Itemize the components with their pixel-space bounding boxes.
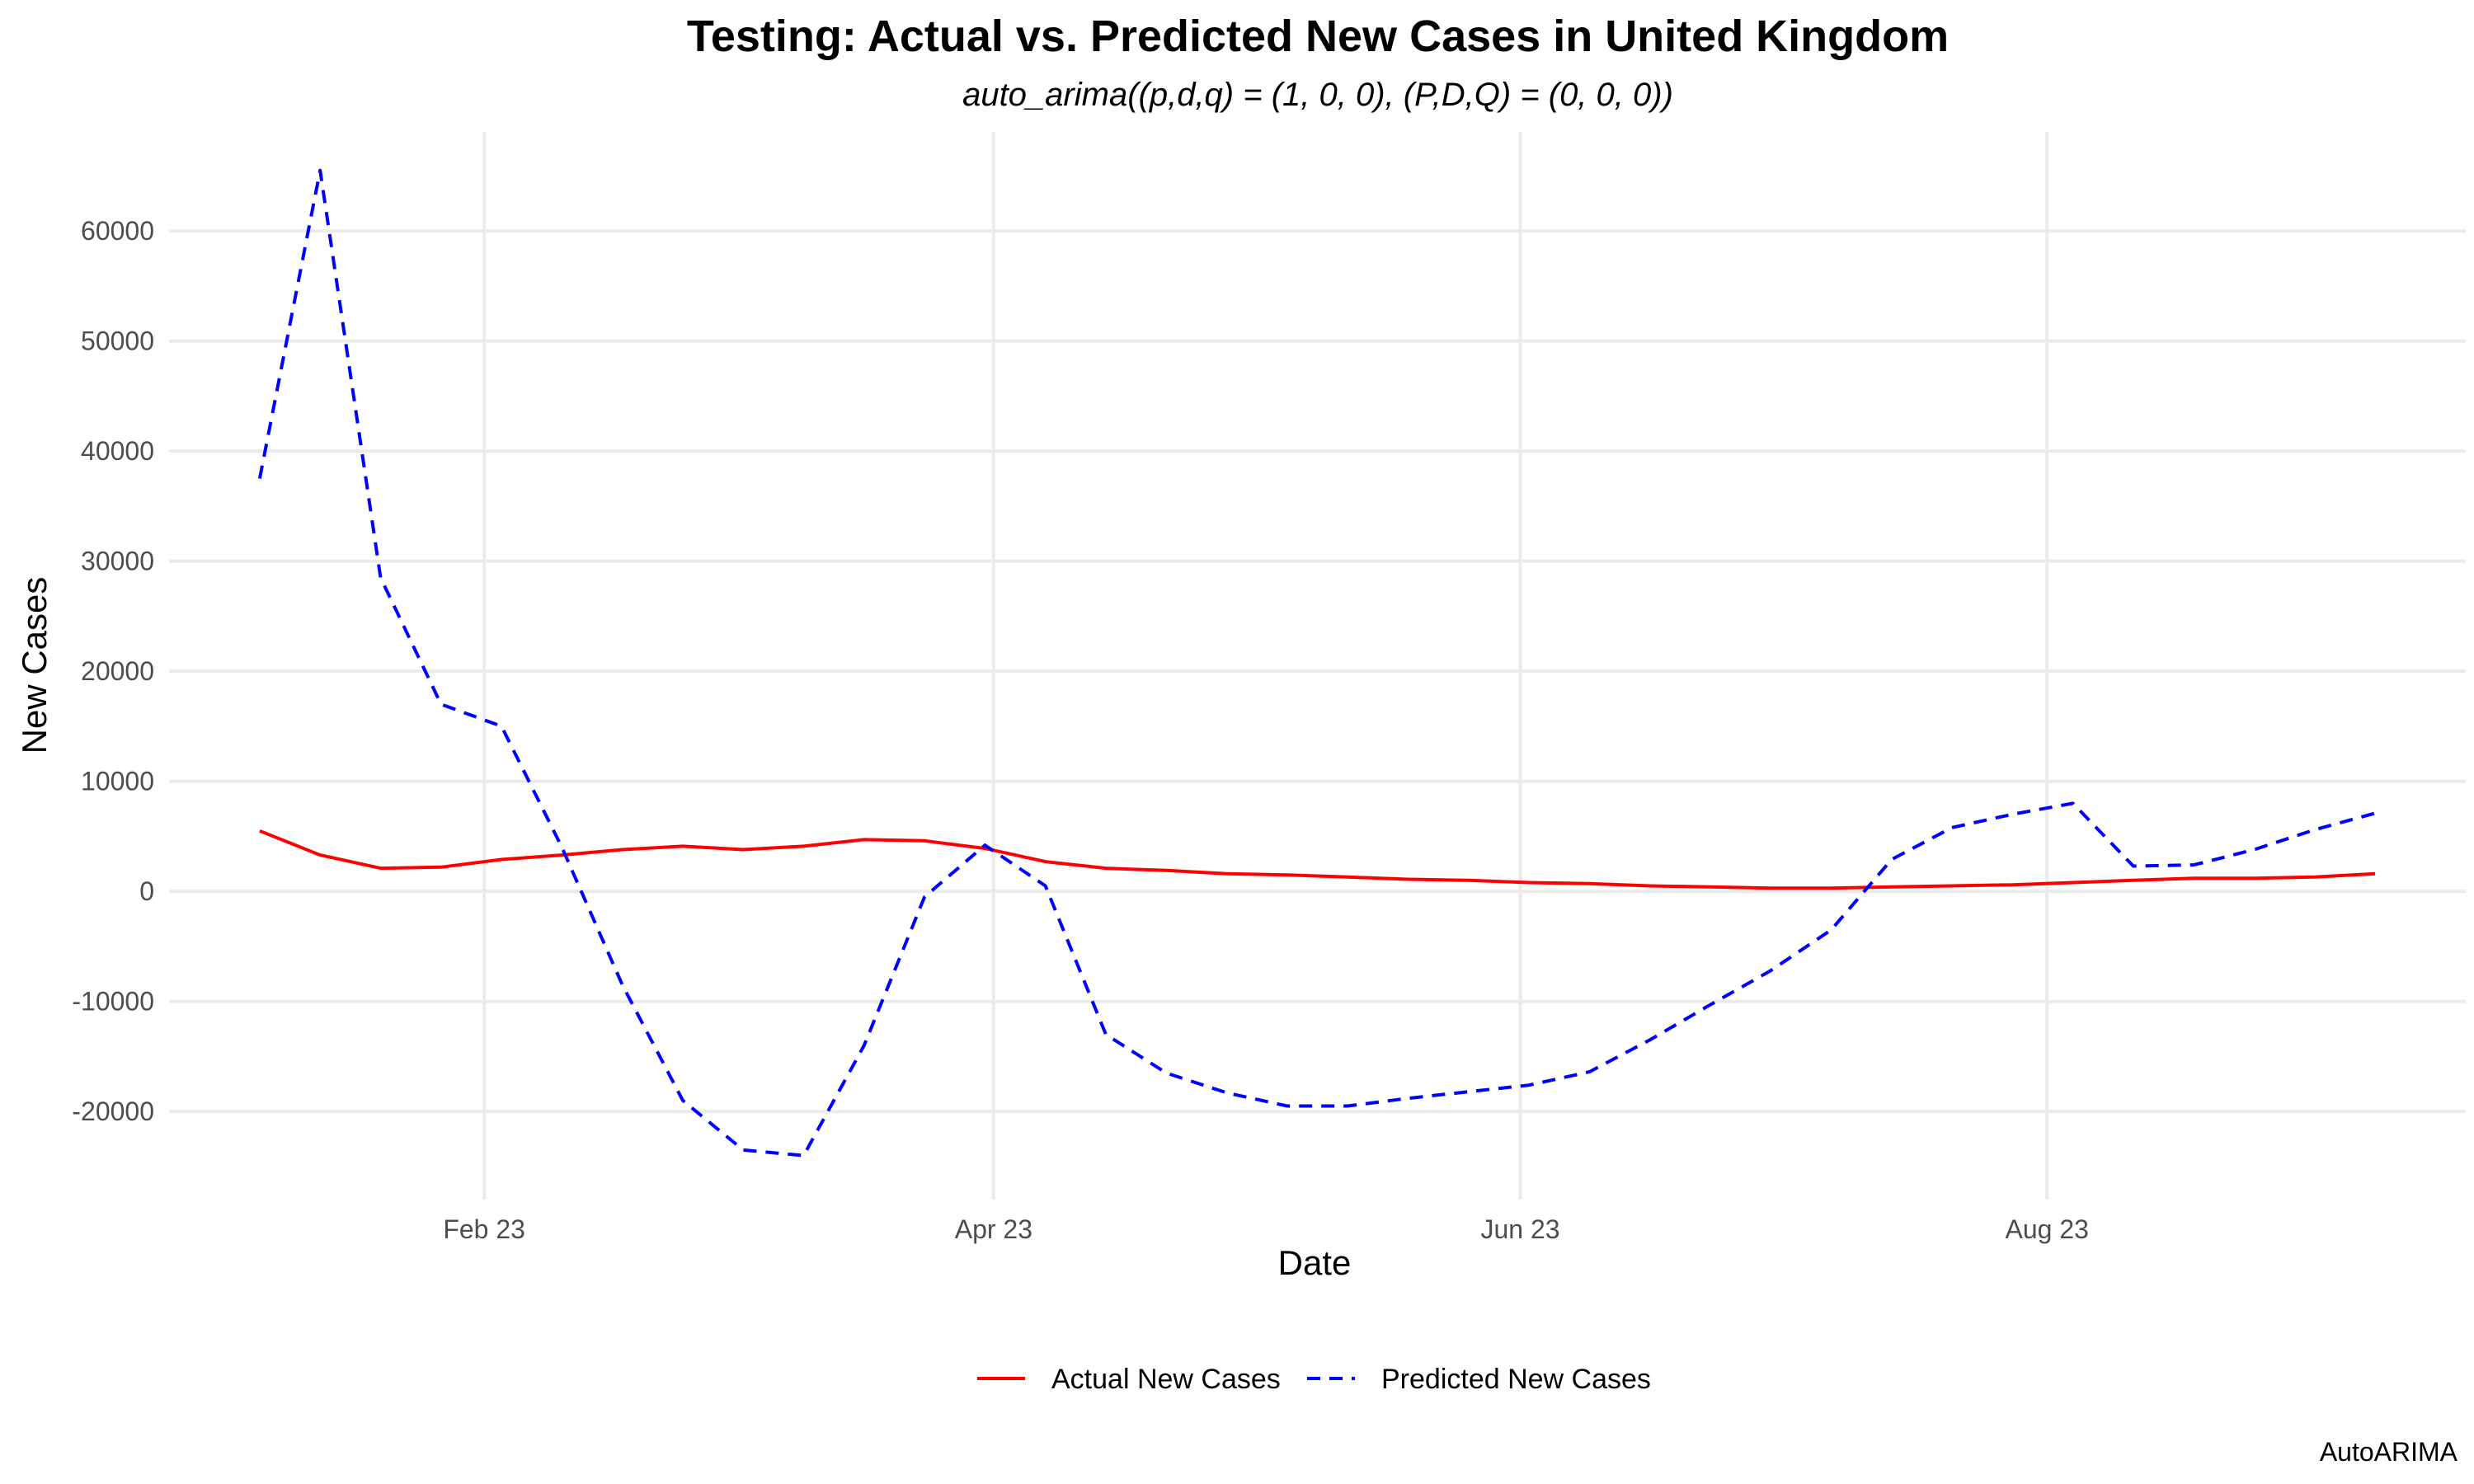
chart-subtitle: auto_arima((p,d,q) = (1, 0, 0), (P,D,Q) …	[962, 77, 1673, 113]
y-tick-label: 40000	[81, 436, 154, 466]
y-tick-label: 10000	[81, 767, 154, 796]
x-axis-title: Date	[1278, 1243, 1352, 1282]
legend-label-predicted-new-cases: Predicted New Cases	[1381, 1364, 1651, 1395]
gridlines	[169, 132, 2466, 1200]
y-tick-label: 0	[139, 876, 154, 906]
y-tick-label: 60000	[81, 216, 154, 246]
y-tick-label: 20000	[81, 656, 154, 686]
legend: Actual New Cases Predicted New Cases	[977, 1364, 1651, 1395]
series-line-actual-new-cases	[259, 829, 2376, 890]
x-tick-label: Apr 23	[955, 1214, 1032, 1244]
y-tick-label: -10000	[72, 987, 154, 1017]
caption: AutoARIMA	[2320, 1437, 2458, 1467]
y-axis-ticks: -20000 -10000 0 10000 20000 30000 40000 50000 60…	[72, 216, 154, 1126]
y-axis-title: New Cases	[15, 577, 54, 754]
legend-label-actual-new-cases: Actual New Cases	[1051, 1364, 1281, 1395]
x-tick-label: Jun 23	[1481, 1214, 1560, 1244]
series-lines	[257, 168, 2376, 1158]
y-tick-label: 50000	[81, 326, 154, 356]
y-tick-label: -20000	[72, 1097, 154, 1126]
x-tick-label: Feb 23	[443, 1214, 525, 1244]
x-tick-label: Aug 23	[2005, 1214, 2088, 1244]
series-line-predicted-new-cases	[257, 168, 2376, 1158]
x-axis-ticks: Feb 23 Apr 23 Jun 23 Aug 23	[443, 1214, 2089, 1244]
y-tick-label: 30000	[81, 547, 154, 576]
chart-title: Testing: Actual vs. Predicted New Cases …	[687, 12, 1949, 61]
